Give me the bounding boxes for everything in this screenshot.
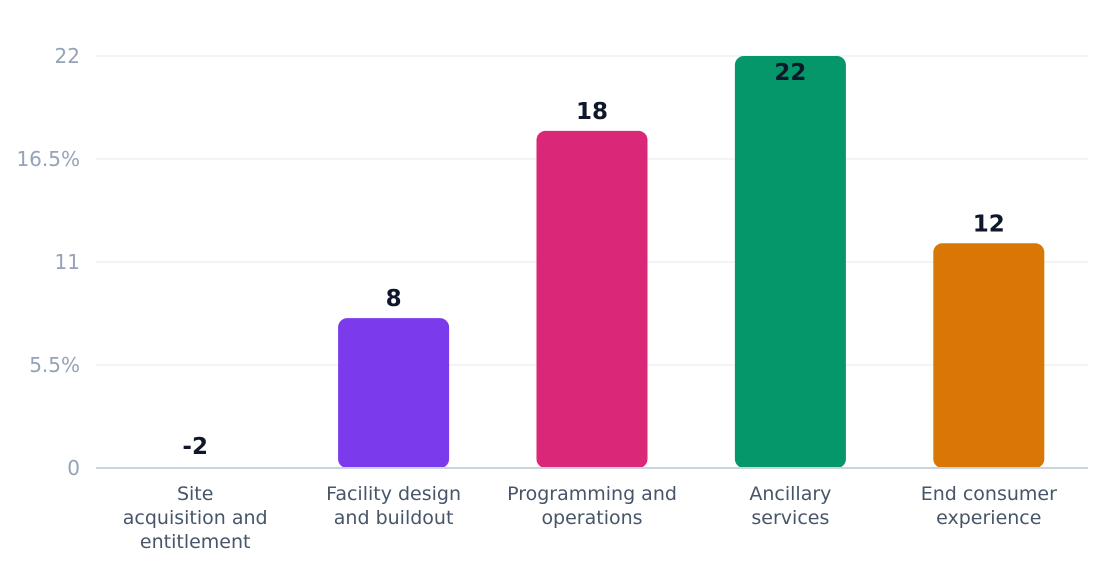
y-tick-label: 16.5% [16,147,80,171]
y-tick-label: 5.5% [29,353,80,377]
y-axis-ticks: 0 5.5% 11 16.5% 22 [16,44,80,480]
data-label: 12 [973,211,1005,237]
category-label-line: and buildout [334,507,454,529]
data-label: -2 [182,434,208,460]
category-label-line: operations [541,507,642,529]
category-label: Programming and operations [507,483,677,529]
bars [338,56,1045,468]
category-label-line: acquisition and [123,507,268,529]
category-label: Facility design and buildout [326,483,461,529]
category-label-line: Programming and [507,483,677,505]
y-tick-label: 11 [55,250,80,274]
category-label-line: entitlement [140,531,251,553]
category-label-line: End consumer [921,483,1057,505]
category-label: Ancillary services [749,483,831,529]
bar [933,243,1045,468]
data-labels: -2 8 18 22 12 [182,60,1004,460]
y-tick-label: 22 [55,44,80,68]
bar [536,130,648,468]
data-label: 8 [386,286,402,312]
y-tick-label: 0 [67,456,80,480]
category-label-line: Site [177,483,213,505]
category-label-line: services [751,507,829,529]
category-label-line: Facility design [326,483,461,505]
category-label-line: experience [936,507,1041,529]
category-label: Site acquisition and entitlement [123,483,268,553]
category-label-line: Ancillary [749,483,831,505]
bar [734,56,846,468]
data-label: 18 [576,99,608,125]
category-labels: Site acquisition and entitlement Facility d… [123,483,1057,553]
bar [338,318,450,468]
data-label: 22 [774,60,806,86]
category-label: End consumer experience [921,483,1057,529]
